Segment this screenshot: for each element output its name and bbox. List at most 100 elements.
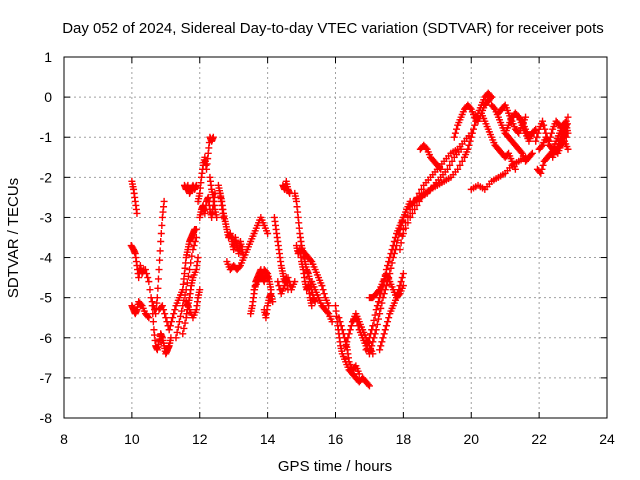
series-arc-p — [214, 181, 228, 221]
data-point — [209, 133, 217, 141]
data-point — [179, 330, 187, 338]
series-arc-ai — [399, 153, 468, 237]
data-point — [146, 286, 154, 294]
data-point — [546, 133, 554, 141]
x-tick-label: 22 — [531, 431, 547, 447]
data-point — [468, 129, 476, 137]
series-arc-y — [298, 246, 333, 310]
data-point — [190, 242, 198, 250]
x-tick-label: 18 — [396, 431, 412, 447]
data-point — [158, 221, 166, 229]
data-point — [564, 113, 572, 121]
data-point — [436, 164, 444, 172]
data-point — [404, 219, 412, 227]
series-arc-f — [155, 225, 200, 334]
data-point — [417, 185, 425, 193]
x-tick-label: 10 — [124, 431, 140, 447]
data-point — [450, 133, 458, 141]
series-arc-i — [182, 286, 204, 322]
data-point — [395, 286, 403, 294]
data-point — [564, 129, 572, 137]
data-point — [344, 334, 352, 342]
series-arc-v — [279, 177, 294, 197]
data-point — [382, 322, 390, 330]
data-point — [387, 250, 395, 258]
x-tick-label: 20 — [463, 431, 479, 447]
data-point — [269, 298, 277, 306]
data-point — [386, 254, 394, 262]
data-point — [284, 274, 292, 282]
data-point — [534, 129, 542, 137]
data-point — [422, 144, 430, 152]
data-point — [325, 302, 333, 310]
data-point — [187, 259, 195, 267]
data-point — [318, 282, 326, 290]
data-point — [343, 338, 351, 346]
data-point — [465, 141, 473, 149]
series-arc-am — [460, 89, 496, 161]
data-point — [160, 197, 168, 205]
data-point — [384, 262, 392, 270]
data-point — [157, 238, 165, 246]
y-tick-label: -3 — [40, 209, 53, 225]
data-point — [467, 133, 475, 141]
data-point — [466, 137, 474, 145]
data-point — [189, 246, 197, 254]
data-point — [171, 306, 179, 314]
data-point — [511, 165, 519, 173]
x-tick-label: 16 — [328, 431, 344, 447]
data-point — [437, 165, 445, 173]
data-point — [363, 342, 371, 350]
data-point — [342, 342, 350, 350]
data-point — [396, 282, 404, 290]
data-point — [144, 274, 152, 282]
series-arc-ar — [501, 109, 540, 145]
data-point — [369, 322, 377, 330]
data-point — [355, 370, 363, 378]
data-point — [413, 201, 421, 209]
series-arc-a — [128, 177, 141, 217]
data-point — [488, 93, 496, 101]
data-point — [191, 238, 199, 246]
data-point — [397, 278, 405, 286]
data-point — [181, 291, 189, 299]
data-point — [374, 315, 382, 323]
data-point — [264, 229, 272, 237]
data-point — [345, 330, 353, 338]
data-point — [147, 294, 155, 302]
data-point — [376, 346, 384, 354]
data-point — [157, 229, 165, 237]
data-point — [454, 165, 462, 173]
y-tick-label: -8 — [40, 410, 53, 426]
data-point — [307, 256, 315, 264]
data-point — [192, 225, 200, 233]
data-point — [368, 326, 376, 334]
data-point — [470, 125, 478, 133]
series-arc-ak — [416, 141, 445, 173]
data-point — [362, 346, 370, 354]
plot-frame — [63, 56, 608, 419]
data-point — [399, 229, 407, 237]
data-point — [155, 266, 163, 274]
series-arc-ah — [396, 129, 475, 254]
data-point — [527, 131, 535, 139]
data-point — [145, 314, 153, 322]
data-point — [169, 314, 177, 322]
series-arc-x — [292, 242, 316, 310]
data-point — [145, 278, 153, 286]
series-arc-j — [180, 181, 200, 197]
series-arc-s — [260, 290, 277, 322]
data-point — [235, 263, 243, 271]
series-arc-g — [172, 234, 200, 342]
data-point — [324, 308, 332, 316]
data-point — [464, 145, 472, 153]
data-point — [548, 129, 556, 137]
data-point — [196, 286, 204, 294]
data-point — [564, 145, 572, 153]
data-point — [156, 247, 164, 255]
y-tick-label: -1 — [40, 129, 53, 145]
data-point — [533, 133, 541, 141]
data-point — [162, 314, 170, 322]
data-point — [473, 113, 481, 121]
